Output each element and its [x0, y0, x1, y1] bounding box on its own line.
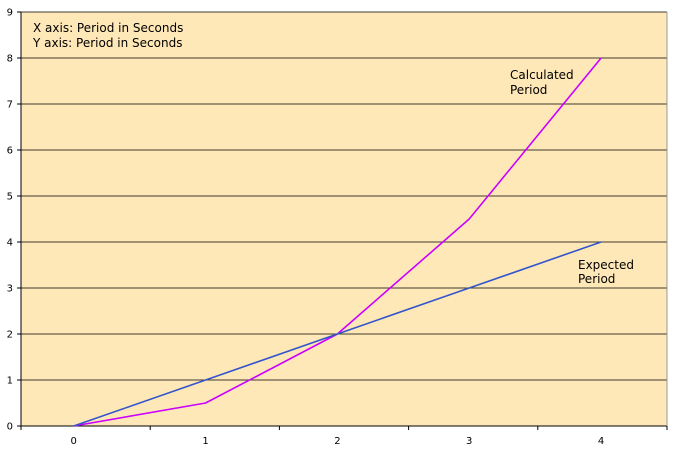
- y-tick-label-9: 9: [7, 8, 13, 19]
- series-line-1: [73, 241, 602, 427]
- annotation-x-axis: X axis: Period in Seconds: [33, 21, 183, 35]
- x-tick-label-2: 2: [334, 436, 340, 447]
- series-lines: [73, 57, 602, 427]
- gridlines: [21, 11, 667, 381]
- annotation-y-axis: Y axis: Period in Seconds: [32, 36, 182, 50]
- y-tick-label-2: 2: [7, 330, 13, 341]
- series-label-expected-line-1: Expected: [578, 258, 634, 272]
- y-tick-label-6: 6: [7, 146, 13, 157]
- tick-labels: 0 1 2 3 4 5 6 7 8 9 0 1 2 3 4: [7, 8, 605, 448]
- y-tick-label-3: 3: [7, 284, 13, 295]
- y-tick-label-8: 8: [7, 54, 13, 65]
- y-tick-label-4: 4: [7, 238, 13, 249]
- y-tick-label-1: 1: [7, 376, 13, 387]
- axes: [17, 11, 668, 430]
- plot-area: [21, 12, 667, 426]
- x-tick-label-0: 0: [71, 436, 77, 447]
- series-label-expected-line-2: Period: [578, 272, 615, 286]
- x-tick-label-1: 1: [202, 436, 208, 447]
- annotations: X axis: Period in Seconds Y axis: Period…: [32, 21, 634, 286]
- x-tick-label-4: 4: [598, 436, 604, 447]
- y-tick-label-7: 7: [7, 100, 13, 111]
- x-tick-label-3: 3: [466, 436, 472, 447]
- y-tick-label-0: 0: [7, 422, 13, 433]
- series-label-calculated-line-2: Period: [510, 83, 547, 97]
- series-label-calculated-line-1: Calculated: [510, 68, 574, 82]
- y-tick-label-5: 5: [7, 192, 13, 203]
